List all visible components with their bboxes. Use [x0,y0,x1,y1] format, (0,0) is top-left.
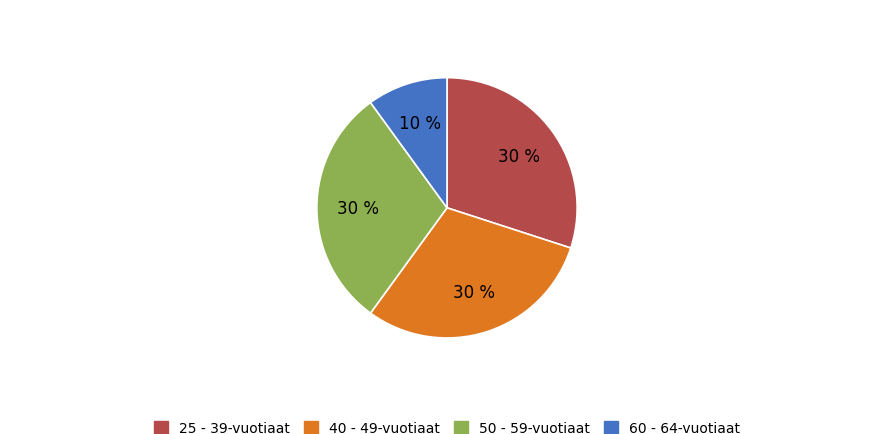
Wedge shape [370,208,570,338]
Text: 30 %: 30 % [453,283,495,302]
Wedge shape [370,79,447,208]
Legend: 25 - 39-vuotiaat, 40 - 49-vuotiaat, 50 - 59-vuotiaat, 60 - 64-vuotiaat: 25 - 39-vuotiaat, 40 - 49-vuotiaat, 50 -… [148,414,746,434]
Text: 10 %: 10 % [399,115,441,133]
Text: 30 %: 30 % [498,147,540,165]
Wedge shape [447,79,578,248]
Wedge shape [316,103,447,313]
Text: 30 %: 30 % [337,199,379,217]
